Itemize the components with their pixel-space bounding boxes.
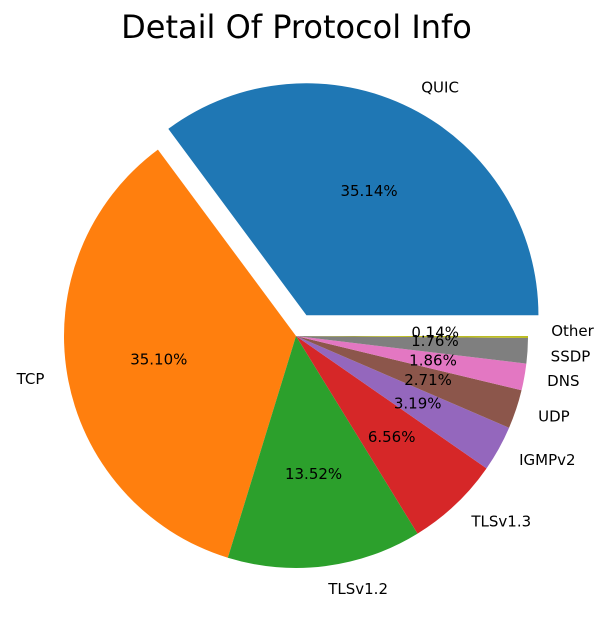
- percent-label-tcp: 35.10%: [130, 351, 187, 369]
- percent-label-tlsv1-3: 6.56%: [368, 428, 416, 446]
- percent-label-ssdp: 1.76%: [411, 332, 459, 350]
- pie-slice-quic: [168, 83, 539, 316]
- percent-label-dns: 1.86%: [409, 352, 457, 370]
- slice-labels: QUIC TCP TLSv1.2 TLSv1.3 IGMPv2 UDP DNS SSDP Oth…: [16, 78, 595, 598]
- pie-slice-ssdp: [296, 336, 528, 364]
- percent-label-igmpv2: 3.19%: [394, 395, 442, 413]
- pie-slice-tlsv1-3: [296, 336, 487, 534]
- pie-slice-tcp: [64, 149, 297, 558]
- slice-label-quic: QUIC: [421, 78, 459, 96]
- slice-label-igmpv2: IGMPv2: [519, 451, 575, 469]
- pie-slice-igmpv2: [296, 336, 510, 469]
- pie-slice-udp: [296, 336, 522, 428]
- percent-label-udp: 2.71%: [404, 371, 452, 389]
- slice-label-dns: DNS: [547, 372, 579, 390]
- slice-label-other: Other: [551, 322, 594, 340]
- slice-label-tlsv1-3: TLSv1.3: [470, 512, 531, 530]
- slice-label-udp: UDP: [538, 408, 570, 426]
- percent-labels: 35.14% 35.10% 13.52% 6.56% 3.19% 2.71%1.86% 1.…: [130, 182, 459, 483]
- percent-label-quic: 35.14%: [340, 182, 397, 200]
- slice-label-tlsv1-2: TLSv1.2: [327, 580, 388, 598]
- percent-label-other: 0.14%: [411, 324, 459, 342]
- pie-slice-dns: [296, 336, 527, 391]
- chart-title: Detail Of Protocol Info: [121, 8, 472, 46]
- percent-label-tlsv1-2: 13.52%: [285, 465, 342, 483]
- slice-label-ssdp: SSDP: [551, 347, 591, 365]
- pie-slices: [64, 83, 539, 568]
- pie-slice-tlsv1-2: [227, 336, 418, 568]
- pie-slice-other: [296, 336, 528, 339]
- slice-label-tcp: TCP: [16, 370, 45, 388]
